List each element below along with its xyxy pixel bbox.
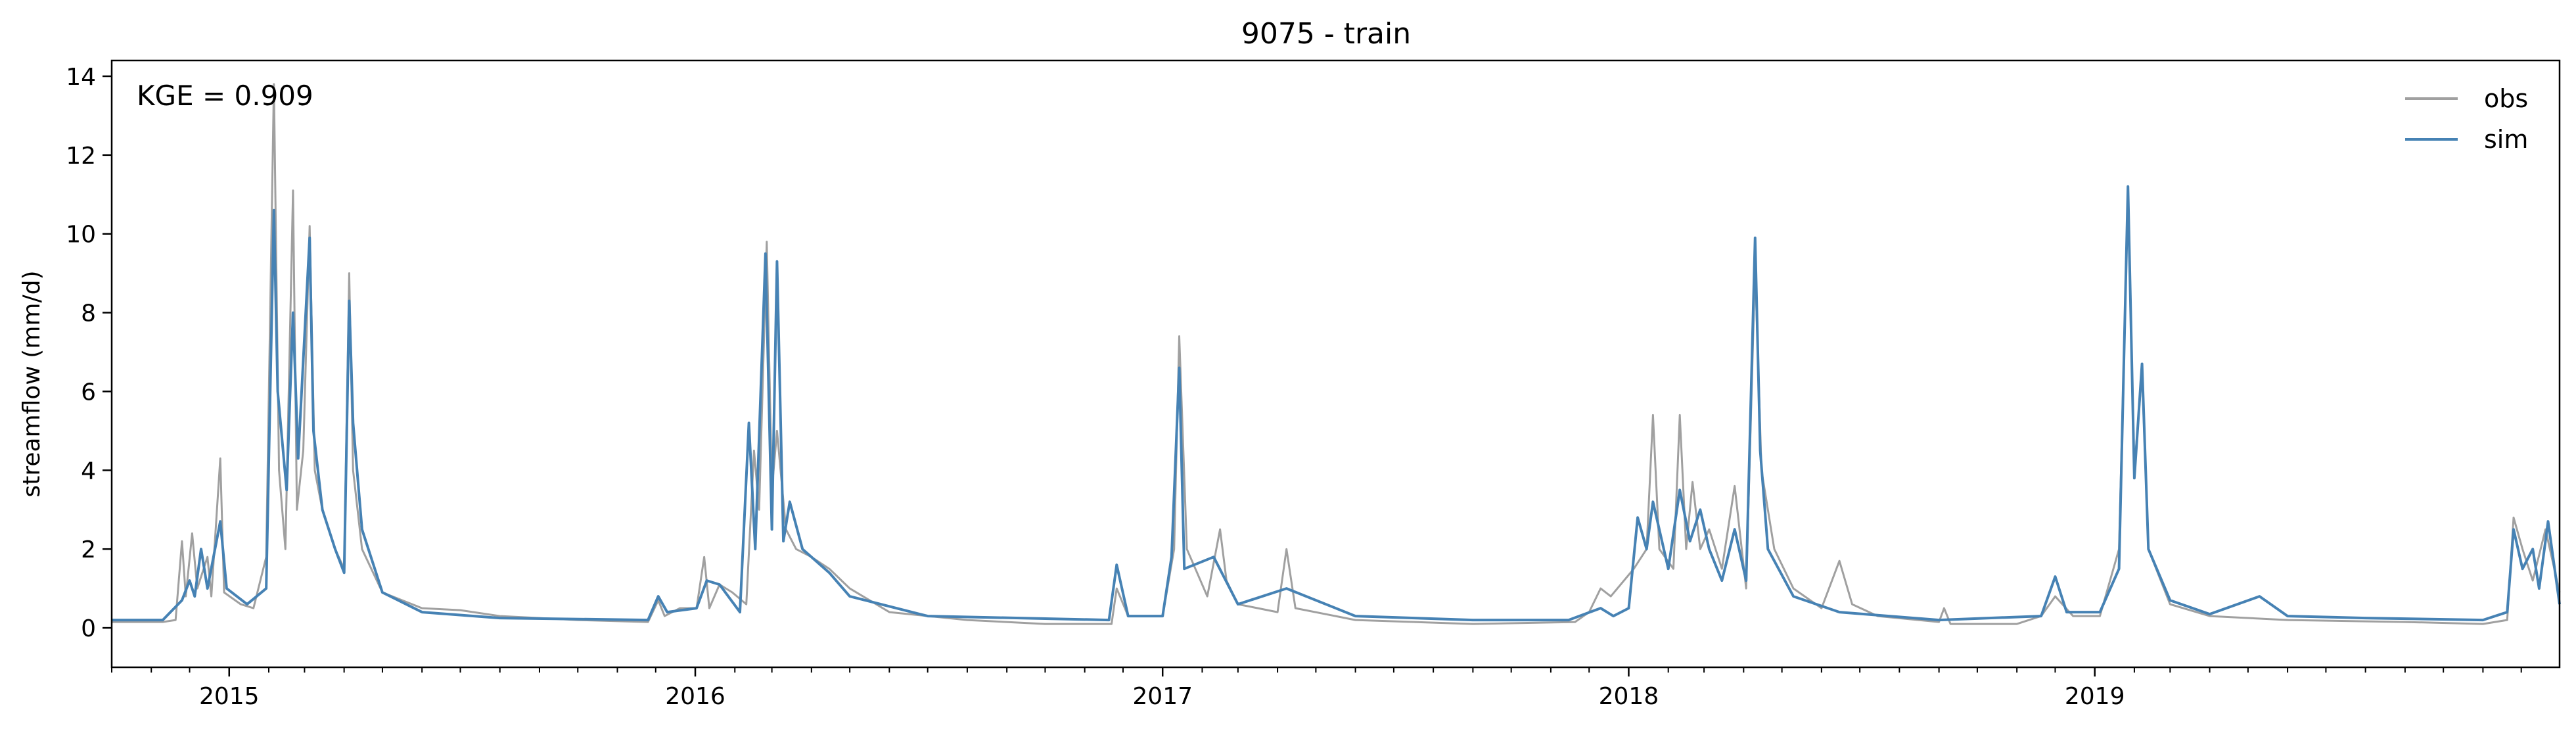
y-tick-label: 8 [81, 300, 96, 327]
x-axis-ticks: 2015 2016 2017 2018 2019 [111, 667, 2522, 710]
series-line-obs [112, 83, 2561, 625]
x-tick-label: 2017 [1132, 683, 1193, 710]
y-tick-label: 2 [81, 536, 96, 563]
x-tick-label: 2019 [2065, 683, 2125, 710]
legend: obs sim [2405, 84, 2528, 154]
plot-series [112, 83, 2561, 625]
y-tick-label: 0 [81, 615, 96, 642]
legend-label-sim: sim [2484, 125, 2528, 154]
y-axis-ticks: 0 2 4 6 8 10 12 14 [66, 64, 112, 642]
y-tick-label: 12 [66, 143, 96, 170]
y-tick-label: 6 [81, 379, 96, 406]
y-tick-label: 10 [66, 222, 96, 249]
x-tick-label: 2016 [665, 683, 725, 710]
plot-frame [110, 59, 2561, 669]
y-tick-label: 4 [81, 458, 96, 485]
legend-label-obs: obs [2484, 84, 2528, 113]
series-line-sim [112, 185, 2561, 622]
x-tick-label: 2015 [199, 683, 260, 710]
y-axis-label: streamflow (mm/d) [18, 271, 45, 498]
kge-annotation: KGE = 0.909 [137, 80, 313, 112]
chart-title: 9075 - train [1241, 17, 1411, 51]
y-tick-label: 14 [66, 64, 96, 91]
x-tick-label: 2018 [1599, 683, 1659, 710]
